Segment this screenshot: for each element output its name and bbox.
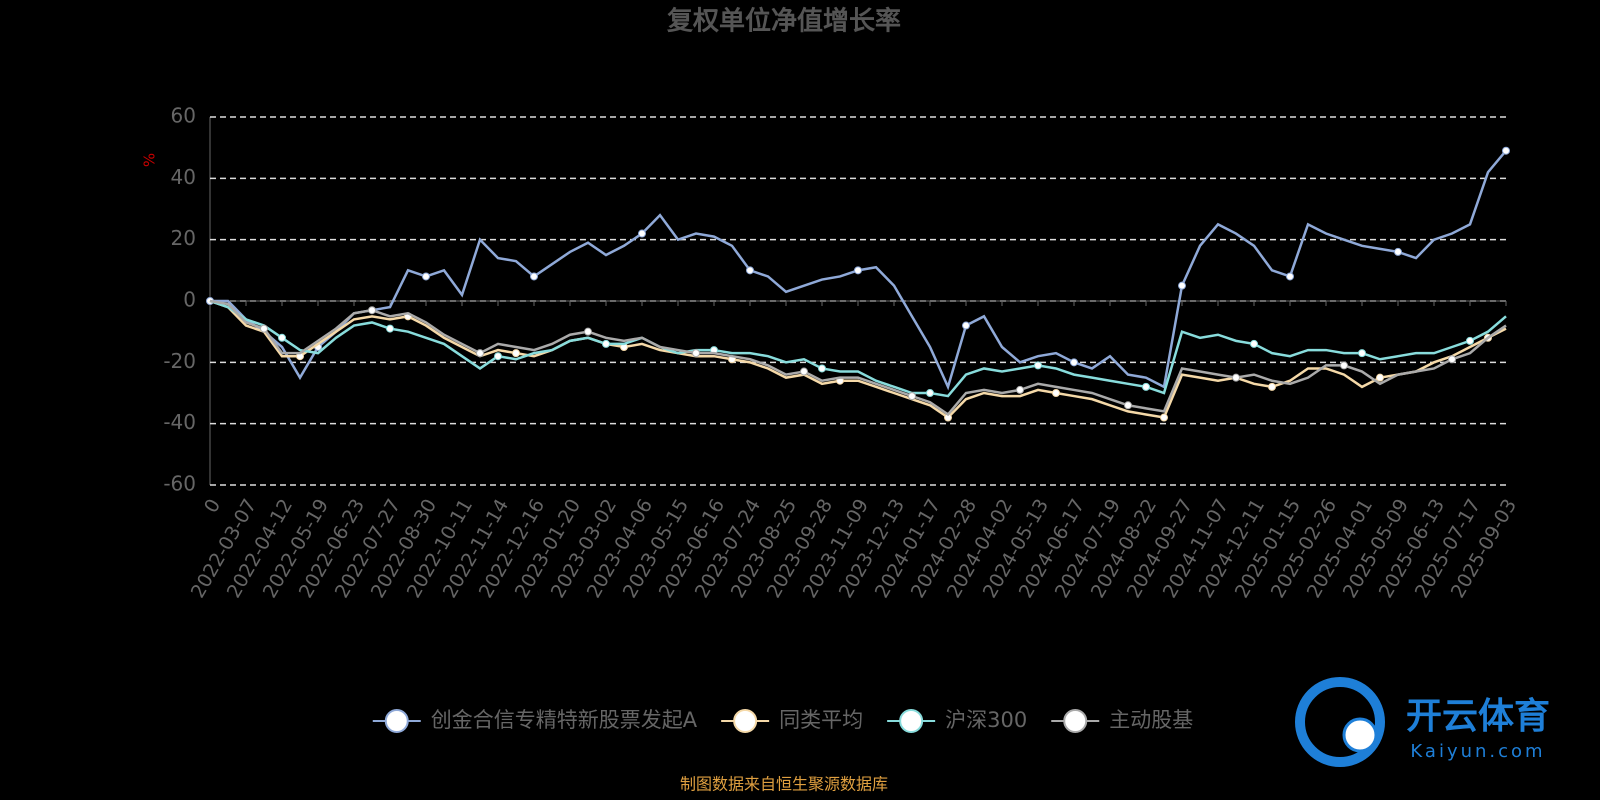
- watermark-logo: [1295, 677, 1385, 767]
- series-line: [209, 299, 1507, 417]
- point: [1142, 382, 1150, 391]
- point: [1232, 373, 1240, 382]
- y-axis-label: %: [141, 153, 159, 167]
- legend-marker: [1063, 709, 1088, 733]
- point: [512, 349, 520, 358]
- point: [476, 349, 484, 358]
- point: [1376, 373, 1384, 382]
- series: [209, 299, 1507, 398]
- y-tick-label: -40: [163, 410, 196, 434]
- point: [908, 392, 916, 401]
- legend-label: 主动股基: [1109, 708, 1193, 732]
- legend: 创金合信专精特新股票发起A 同类平均 沪深300 主动股基: [372, 708, 1193, 733]
- point: [1250, 339, 1258, 348]
- point: [260, 324, 268, 333]
- point: [818, 364, 826, 373]
- point: [638, 229, 646, 238]
- point: [368, 306, 376, 315]
- y-tick-label: 60: [171, 104, 196, 128]
- y-tick-label: 20: [171, 226, 196, 250]
- point: [602, 339, 610, 348]
- point: [1286, 272, 1294, 281]
- point: [1070, 358, 1078, 367]
- series: [209, 299, 1507, 417]
- watermark: 开云体育 Kaiyun.com: [1295, 677, 1550, 767]
- point: [854, 266, 862, 275]
- point: [1448, 355, 1456, 364]
- source-note: 制图数据来自恒生聚源数据库: [680, 775, 888, 794]
- point: [1340, 361, 1348, 370]
- point: [278, 333, 286, 342]
- y-tick-label: -60: [163, 472, 196, 496]
- legend-label: 创金合信专精特新股票发起A: [431, 708, 698, 732]
- point: [386, 324, 394, 333]
- watermark-ball: [1342, 717, 1378, 753]
- legend-marker: [384, 709, 409, 733]
- point: [962, 321, 970, 330]
- point: [1034, 361, 1042, 370]
- series-line: [209, 299, 1507, 398]
- legend-marker: [733, 709, 758, 733]
- point: [530, 272, 538, 281]
- point: [1124, 401, 1132, 410]
- point: [1502, 146, 1510, 155]
- series-line: [209, 299, 1507, 420]
- point: [494, 352, 502, 361]
- watermark-name: 开云体育: [1406, 696, 1550, 737]
- point: [1160, 413, 1168, 422]
- y-tick-label: 0: [183, 288, 196, 312]
- series: [206, 146, 1510, 391]
- point: [1178, 281, 1186, 290]
- y-tick-label: 40: [171, 165, 196, 189]
- point: [1016, 385, 1024, 394]
- point: [584, 327, 592, 336]
- point: [1466, 336, 1474, 345]
- point: [1268, 382, 1276, 391]
- point: [422, 272, 430, 281]
- point: [746, 266, 754, 275]
- legend-marker: [899, 709, 924, 733]
- point: [1052, 389, 1060, 397]
- legend-label: 同类平均: [779, 708, 863, 732]
- point: [800, 367, 808, 376]
- legend-label: 沪深300: [945, 708, 1027, 732]
- point: [692, 349, 700, 358]
- point: [1358, 349, 1366, 358]
- point: [1394, 247, 1402, 256]
- chart-title: 复权单位净值增长率: [667, 6, 901, 37]
- watermark-url: Kaiyun.com: [1410, 741, 1545, 762]
- point: [926, 389, 934, 397]
- y-tick-label: -20: [163, 349, 196, 373]
